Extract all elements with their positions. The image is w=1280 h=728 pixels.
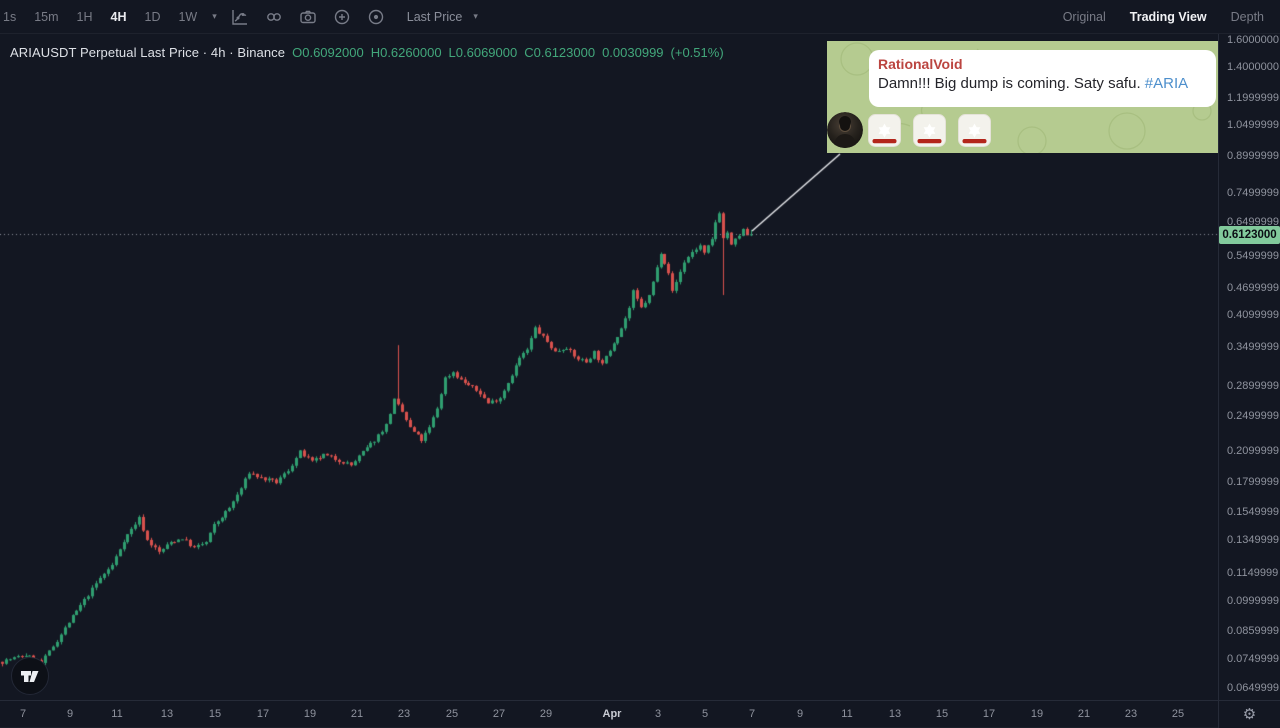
timeframe-button-1s[interactable]: 1s xyxy=(3,9,17,24)
price-tick-label: 0.6499999 xyxy=(1227,216,1279,229)
avatar xyxy=(827,112,863,148)
timeframe-button-15m[interactable]: 15m xyxy=(34,9,59,24)
time-tick-label: 21 xyxy=(350,708,364,720)
view-tabs: Original Trading View Depth xyxy=(1051,6,1276,28)
time-tick-label: 17 xyxy=(982,708,996,720)
time-tick-label: 9 xyxy=(796,708,804,720)
symbol-title: ARIAUSDT Perpetual Last Price · 4h · Bin… xyxy=(10,45,286,60)
price-tick-label: 1.6000000 xyxy=(1227,34,1279,46)
time-tick-label: 23 xyxy=(397,708,411,720)
price-tick-label: 0.3499999 xyxy=(1227,341,1279,354)
price-tick-label: 0.1799999 xyxy=(1227,475,1279,488)
price-tick-label: 1.1999999 xyxy=(1227,92,1279,105)
ohlc-value: O0.6092000 xyxy=(292,45,364,60)
time-tick-label: 11 xyxy=(841,708,853,720)
axis-corner: ⚙ xyxy=(1218,700,1280,728)
siren-emoji xyxy=(958,114,991,147)
tradingview-logo[interactable] xyxy=(11,657,49,695)
time-tick-label: 9 xyxy=(66,708,74,720)
reaction-row xyxy=(868,114,991,147)
last-price-label: 0.6123000 xyxy=(1219,225,1280,244)
time-tick-label: 7 xyxy=(748,708,756,720)
top-toolbar: 1s 15m 1H 4H 1D 1W ▾ Last Price ▾ Original Tra… xyxy=(0,0,1280,34)
settings-gear-icon[interactable]: ⚙ xyxy=(1242,705,1257,723)
price-mode-label: Last Price xyxy=(406,9,463,24)
siren-emoji xyxy=(868,114,901,147)
time-tick-label: 23 xyxy=(1124,708,1138,720)
time-tick-label: 15 xyxy=(208,708,222,720)
ohlc-value: 0.0030999 xyxy=(602,45,664,60)
view-tab-depth[interactable]: Depth xyxy=(1230,9,1264,24)
price-tick-label: 0.2099999 xyxy=(1227,444,1279,457)
time-tick-label: 5 xyxy=(701,708,709,720)
price-tick-label: 0.1149999 xyxy=(1227,566,1279,579)
camera-icon[interactable] xyxy=(299,8,317,26)
time-tick-label: 7 xyxy=(19,708,27,720)
timeframe-group: 1s 15m 1H 4H 1D 1W xyxy=(0,6,206,28)
price-tick-label: 1.0499999 xyxy=(1227,119,1279,132)
time-tick-label: 3 xyxy=(654,708,662,720)
timeframe-button-4h[interactable]: 4H xyxy=(110,9,127,24)
price-tick-label: 0.4099999 xyxy=(1227,309,1279,322)
time-tick-label: 19 xyxy=(1030,708,1044,720)
telegram-username: RationalVoid xyxy=(878,56,963,72)
time-axis[interactable]: 7 9 11 13 15 17 19 21 23 25 27 29 Apr 3 5 7 9 11 13 15 17 19 2… xyxy=(0,700,1280,728)
price-tick-label: 0.2499999 xyxy=(1227,409,1279,422)
price-tick-label: 0.0859999 xyxy=(1227,625,1279,638)
time-tick-label: 11 xyxy=(111,708,123,720)
price-tick-label: 0.7499999 xyxy=(1227,187,1279,200)
add-circle-icon[interactable] xyxy=(333,8,351,26)
time-tick-label: Apr xyxy=(602,708,622,720)
time-tick-label: 27 xyxy=(492,708,506,720)
time-tick-label: 13 xyxy=(160,708,174,720)
timeframe-menu-caret-icon[interactable]: ▾ xyxy=(212,11,217,21)
price-tick-label: 0.0649999 xyxy=(1227,682,1279,695)
ohlc-value: (+0.51%) xyxy=(670,45,724,60)
time-tick-label: 15 xyxy=(935,708,949,720)
telegram-bubble: RationalVoid Damn!!! Big dump is coming.… xyxy=(869,50,1216,107)
price-mode-dropdown[interactable]: Last Price ▾ xyxy=(407,10,484,24)
siren-emoji xyxy=(913,114,946,147)
telegram-message-overlay: RationalVoid Damn!!! Big dump is coming.… xyxy=(827,41,1218,153)
price-tick-label: 0.1549999 xyxy=(1227,506,1279,519)
compare-icon[interactable] xyxy=(265,8,283,26)
time-tick-label: 29 xyxy=(539,708,553,720)
time-tick-label: 25 xyxy=(445,708,459,720)
view-tab-trading-view[interactable]: Trading View xyxy=(1129,9,1207,24)
timeframe-button-1h[interactable]: 1H xyxy=(76,9,93,24)
time-tick-label: 21 xyxy=(1077,708,1091,720)
ohlc-value: H0.6260000 xyxy=(370,45,442,60)
price-tick-label: 0.2899999 xyxy=(1227,379,1279,392)
crosshair-icon[interactable] xyxy=(367,8,385,26)
price-tick-label: 0.0999999 xyxy=(1227,594,1279,607)
price-tick-label: 0.5499999 xyxy=(1227,250,1279,263)
price-tick-label: 0.0749999 xyxy=(1227,653,1279,666)
time-tick-label: 13 xyxy=(888,708,902,720)
chevron-down-icon: ▾ xyxy=(473,11,478,21)
telegram-message-text: Damn!!! Big dump is coming. Saty safu. #… xyxy=(878,74,1189,92)
time-tick-label: 19 xyxy=(303,708,317,720)
ohlc-value: C0.6123000 xyxy=(524,45,596,60)
hashtag-link[interactable]: #ARIA xyxy=(1144,74,1189,92)
chart-legend: ARIAUSDT Perpetual Last Price · 4h · Bin… xyxy=(10,45,724,60)
price-tick-label: 0.1349999 xyxy=(1227,534,1279,547)
time-tick-label: 25 xyxy=(1171,708,1185,720)
view-tab-original[interactable]: Original xyxy=(1062,9,1106,24)
price-tick-label: 0.8999999 xyxy=(1227,150,1279,163)
time-tick-label: 17 xyxy=(256,708,270,720)
timeframe-button-1d[interactable]: 1D xyxy=(144,9,161,24)
timeframe-button-1w[interactable]: 1W xyxy=(178,9,198,24)
price-tick-label: 0.4699999 xyxy=(1227,281,1279,294)
indicators-icon[interactable] xyxy=(231,8,249,26)
ohlc-value: L0.6069000 xyxy=(448,45,518,60)
price-tick-label: 1.4000000 xyxy=(1227,61,1279,73)
price-axis[interactable]: 1.6000000 1.4000000 1.1999999 1.0499999 0.89… xyxy=(1218,0,1280,700)
